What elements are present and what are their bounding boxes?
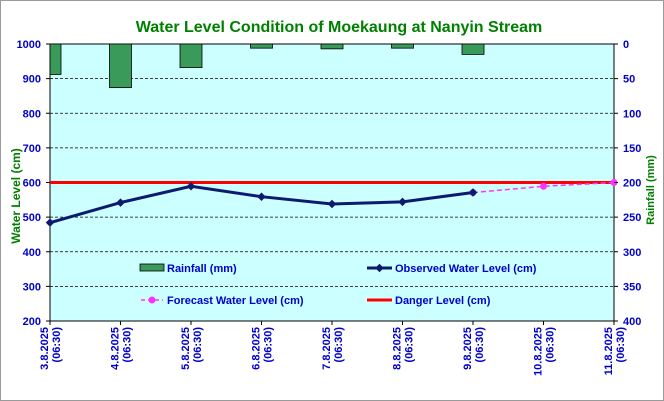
x-tick-label: 5.8.2025(06:30)	[180, 327, 204, 370]
x-tick-label: 9.8.2025(06:30)	[462, 327, 486, 370]
x-tick-label: 7.8.2025(06:30)	[321, 327, 345, 370]
rainfall-bar	[461, 43, 485, 55]
rainfall-bar	[109, 43, 132, 89]
observed-point	[45, 218, 55, 227]
rainfall-bar	[49, 43, 62, 75]
rainfall-bar	[320, 43, 344, 50]
forecast-point	[540, 182, 547, 190]
legend-label-observed: Observed Water Level (cm)	[395, 263, 537, 275]
observed-point	[468, 188, 478, 197]
y-tick-label-right: 250	[623, 212, 641, 224]
legend-item-danger: Danger Level (cm)	[367, 295, 491, 307]
chart-title: Water Level Condition of Moekaung at Nan…	[136, 19, 543, 36]
y-tick-label-left: 700	[23, 143, 41, 155]
rainfall-bar	[179, 43, 203, 68]
y-tick-label-right: 100	[623, 108, 641, 120]
x-tick-label: 6.8.2025(06:30)	[251, 327, 275, 370]
legend-label-danger: Danger Level (cm)	[395, 295, 491, 307]
y-tick-label-left: 300	[23, 281, 41, 293]
observed-point	[186, 182, 196, 191]
y-tick-label-right: 150	[623, 143, 641, 155]
y-tick-label-right: 400	[623, 316, 641, 328]
observed-point	[398, 197, 407, 207]
legend-label-forecast: Forecast Water Level (cm)	[167, 295, 304, 307]
legend-swatch-rainfall	[139, 263, 165, 272]
observed-point	[116, 198, 125, 207]
y-tick-label-right: 350	[623, 281, 641, 293]
y-axis-right-title: Rainfall (mm)	[645, 155, 657, 225]
x-tick-label: 10.8.2025(06:30)	[533, 327, 557, 376]
y-axis-left-title: Water Level (cm)	[9, 148, 23, 244]
observed-point	[327, 199, 337, 209]
legend-marker-observed	[375, 263, 384, 273]
rainfall-bars	[49, 43, 485, 89]
x-tick-label: 11.8.2025(06:30)	[603, 327, 627, 376]
y-tick-label-left: 500	[23, 212, 41, 224]
x-tick-label: 8.8.2025(06:30)	[392, 327, 416, 370]
y-tick-label-left: 800	[23, 108, 41, 120]
y-tick-label-right: 300	[623, 247, 641, 259]
y-tick-label-left: 200	[23, 316, 41, 328]
y-tick-label-right: 50	[623, 74, 635, 86]
legend-label-rainfall: Rainfall (mm)	[167, 263, 237, 275]
legend-item-forecast: Forecast Water Level (cm)	[141, 295, 304, 307]
rainfall-bar	[391, 43, 414, 49]
legend-marker-forecast	[148, 296, 156, 304]
y-tick-label-left: 900	[23, 74, 41, 86]
x-tick-label: 3.8.2025(06:30)	[39, 327, 63, 370]
series-lines	[45, 179, 618, 227]
y-tick-label-right: 0	[623, 39, 629, 51]
y-tick-label-left: 600	[23, 178, 41, 190]
legend: Rainfall (mm) Observed Water Level (cm) …	[139, 263, 537, 307]
legend-item-rainfall: Rainfall (mm)	[139, 263, 237, 275]
y-tick-label-right: 200	[623, 178, 641, 190]
observed-point	[257, 192, 266, 201]
rainfall-bar	[250, 43, 273, 49]
y-tick-label-left: 400	[23, 247, 41, 259]
y-tick-label-left: 1000	[17, 39, 41, 51]
x-tick-label: 4.8.2025(06:30)	[110, 327, 134, 370]
legend-item-observed: Observed Water Level (cm)	[367, 263, 537, 275]
axes: 200 300 400 500 600 700 800 900 1000 0 50 100 150 200…	[17, 39, 642, 376]
